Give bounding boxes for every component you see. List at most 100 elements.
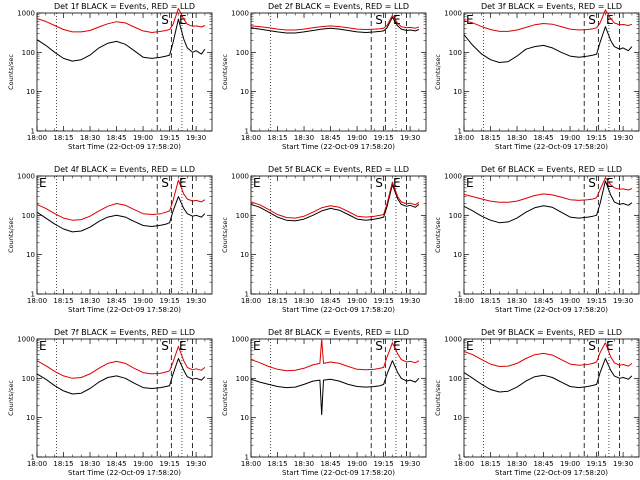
plot-frame xyxy=(463,175,640,295)
y-tick-label: 1 xyxy=(458,128,462,136)
x-tick-label: 19:30 xyxy=(186,297,206,305)
x-tick-label: 19:30 xyxy=(400,134,420,142)
x-tick-label: 18:45 xyxy=(320,134,340,142)
marker-e: E xyxy=(466,176,474,190)
plot-frame xyxy=(36,338,213,458)
x-tick-label: 18:45 xyxy=(106,297,126,305)
y-tick-label: 100 xyxy=(22,375,35,383)
series-events-line xyxy=(36,196,206,233)
y-tick-label: 1 xyxy=(245,454,249,462)
x-tick-label: 18:00 xyxy=(27,297,47,305)
x-tick-label: 18:00 xyxy=(454,297,474,305)
x-tick-label: 18:45 xyxy=(106,134,126,142)
x-tick-label: 18:45 xyxy=(320,297,340,305)
y-tick-label: 100 xyxy=(236,375,249,383)
x-tick-label: 18:15 xyxy=(267,460,287,468)
x-tick-label: 19:00 xyxy=(560,460,580,468)
y-tick-label: 1000 xyxy=(444,10,462,18)
marker-s: S xyxy=(161,176,169,190)
x-axis-label: Start Time (22-Oct-09 17:58:20) xyxy=(68,469,181,477)
panel-title: Det 2f BLACK = Events, RED = LLD xyxy=(268,2,409,11)
x-tick-label: 18:00 xyxy=(241,134,261,142)
x-tick-label: 19:00 xyxy=(133,134,153,142)
y-tick-label: 1000 xyxy=(444,336,462,344)
y-tick-label: 1000 xyxy=(17,336,35,344)
x-tick-label: 18:30 xyxy=(80,460,100,468)
y-tick-label: 100 xyxy=(449,375,462,383)
panel-det-5: Det 5f BLACK = Events, RED = LLD Counts/s… xyxy=(221,165,427,314)
y-tick-label: 10 xyxy=(453,251,462,259)
x-tick-label: 19:00 xyxy=(560,297,580,305)
y-tick-label: 1 xyxy=(245,128,249,136)
x-tick-label: 18:30 xyxy=(294,134,314,142)
x-tick-label: 19:15 xyxy=(159,460,179,468)
y-tick-label: 1 xyxy=(245,291,249,299)
panel-det-6: Det 6f BLACK = Events, RED = LLD Counts/s… xyxy=(434,165,640,314)
y-tick-label: 1000 xyxy=(231,173,249,181)
y-axis-label: Counts/sec xyxy=(221,54,229,90)
panel-title: Det 4f BLACK = Events, RED = LLD xyxy=(54,165,195,174)
y-tick-label: 100 xyxy=(22,49,35,57)
x-tick-label: 18:30 xyxy=(507,134,527,142)
x-tick-label: 19:15 xyxy=(373,460,393,468)
x-tick-label: 18:00 xyxy=(454,460,474,468)
x-tick-label: 18:15 xyxy=(53,297,73,305)
series-lld-line xyxy=(36,8,206,33)
x-tick-label: 18:15 xyxy=(480,460,500,468)
panel-title: Det 1f BLACK = Events, RED = LLD xyxy=(54,2,195,11)
marker-e: E xyxy=(606,339,614,353)
y-tick-label: 10 xyxy=(26,414,35,422)
series-events-line xyxy=(36,18,206,62)
panel-det-1: Det 1f BLACK = Events, RED = LLD Counts/s… xyxy=(7,2,213,151)
x-tick-label: 19:00 xyxy=(347,134,367,142)
marker-s: S xyxy=(161,13,169,27)
x-tick-label: 18:15 xyxy=(480,297,500,305)
plot-frame xyxy=(36,12,213,132)
y-tick-label: 1000 xyxy=(231,10,249,18)
x-tick-label: 19:00 xyxy=(347,460,367,468)
marker-e: E xyxy=(393,339,401,353)
marker-e: E xyxy=(253,176,261,190)
x-tick-label: 19:00 xyxy=(133,460,153,468)
x-tick-label: 19:30 xyxy=(400,460,420,468)
plot-frame xyxy=(250,175,427,295)
y-axis-label: Counts/sec xyxy=(434,217,442,253)
series-lld-line xyxy=(250,14,420,31)
marker-s: S xyxy=(161,339,169,353)
y-tick-label: 1000 xyxy=(17,10,35,18)
panel-det-7: Det 7f BLACK = Events, RED = LLD Counts/s… xyxy=(7,328,213,477)
x-tick-label: 18:45 xyxy=(320,460,340,468)
series-lld-line xyxy=(463,342,633,367)
marker-e: E xyxy=(393,13,401,27)
y-tick-label: 10 xyxy=(26,88,35,96)
x-axis-label: Start Time (22-Oct-09 17:58:20) xyxy=(495,469,608,477)
y-tick-label: 1000 xyxy=(17,173,35,181)
marker-s: S xyxy=(375,339,383,353)
plot-frame xyxy=(250,338,427,458)
panel-title: Det 9f BLACK = Events, RED = LLD xyxy=(481,328,622,337)
y-axis-label: Counts/sec xyxy=(221,380,229,416)
x-tick-label: 18:15 xyxy=(53,134,73,142)
plot-frame xyxy=(463,12,640,132)
y-tick-label: 100 xyxy=(449,212,462,220)
x-axis-label: Start Time (22-Oct-09 17:58:20) xyxy=(282,143,395,151)
marker-e: E xyxy=(393,176,401,190)
plot-frame xyxy=(250,12,427,132)
panel-det-2: Det 2f BLACK = Events, RED = LLD Counts/s… xyxy=(221,2,427,151)
y-axis-label: Counts/sec xyxy=(7,54,15,90)
y-axis-label: Counts/sec xyxy=(434,380,442,416)
marker-e: E xyxy=(179,176,187,190)
marker-e: E xyxy=(179,13,187,27)
y-axis-label: Counts/sec xyxy=(7,217,15,253)
y-tick-label: 100 xyxy=(236,49,249,57)
x-tick-label: 18:15 xyxy=(480,134,500,142)
series-events-line xyxy=(36,358,206,395)
x-tick-label: 19:00 xyxy=(347,297,367,305)
marker-e: E xyxy=(253,339,261,353)
y-tick-label: 100 xyxy=(236,212,249,220)
y-tick-label: 10 xyxy=(453,414,462,422)
x-tick-label: 18:30 xyxy=(80,297,100,305)
x-axis-label: Start Time (22-Oct-09 17:58:20) xyxy=(495,143,608,151)
y-tick-label: 10 xyxy=(240,414,249,422)
